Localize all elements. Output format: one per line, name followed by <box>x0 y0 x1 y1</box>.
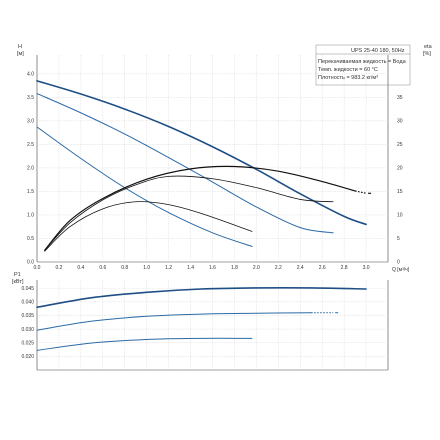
x-tick-label: 2.6 <box>319 265 326 271</box>
head-tick-label: 1.5 <box>27 189 34 195</box>
head-chart: 0.0 0.2 0.4 0.6 0.8 1.0 1.2 1.4 1.6 1.8 2.0 2.2 2.4 2… <box>17 44 433 273</box>
eta-tick-label: 15 <box>397 189 403 195</box>
eta-axis-label-symbol: eta <box>424 44 433 50</box>
eta-tick-label: 35 <box>397 95 403 101</box>
x-tick-label: 1.4 <box>187 265 194 271</box>
efficiency-curve-speed-1 <box>44 201 253 252</box>
power-curve-speed-1 <box>36 337 253 351</box>
eta-tick-label: 25 <box>397 142 403 148</box>
power-axis-label-unit: [кВт] <box>12 279 24 285</box>
power-chart: 0.045 0.040 0.035 0.030 0.025 0.020 P1 [кВт] <box>12 272 389 371</box>
x-tick-label: 2.2 <box>275 265 282 271</box>
x-tick-label: 2.0 <box>253 265 260 271</box>
flow-axis-label: Q [м³/ч] <box>392 267 410 273</box>
x-tick-label: 1.6 <box>209 265 216 271</box>
head-curve-speed-3 <box>36 80 367 226</box>
power-tick-label: 0.020 <box>21 354 34 360</box>
x-tick-label: 3.0 <box>363 265 370 271</box>
x-tick-label: 1.8 <box>231 265 238 271</box>
power-curve-speed-2 <box>36 312 312 331</box>
x-tick-label: 1.2 <box>165 265 172 271</box>
x-tick-label: 2.4 <box>297 265 304 271</box>
power-tick-label: 0.035 <box>21 313 34 319</box>
chart-title: UPS 25-40 180, 50Hz <box>351 48 405 54</box>
efficiency-curve-speed-2 <box>44 175 334 251</box>
x-tick-label: 0.0 <box>34 265 41 271</box>
head-axis-label-symbol: H <box>18 44 22 50</box>
power-tick-label: 0.045 <box>21 286 34 292</box>
x-tick-label: 0.8 <box>121 265 128 271</box>
head-tick-label: 0.0 <box>27 260 34 266</box>
power-curve-speed-3 <box>36 286 367 309</box>
info-box: UPS 25-40 180, 50Hz Перекачиваемая жидко… <box>315 44 411 86</box>
head-curve-speed-2 <box>36 93 334 234</box>
x-tick-label: 1.0 <box>143 265 150 271</box>
head-axis-label-unit: [м] <box>17 51 24 57</box>
info-liquid: Перекачиваемая жидкость = Вода <box>318 59 407 65</box>
head-tick-label: 2.5 <box>27 142 34 148</box>
power-tick-label: 0.040 <box>21 300 34 306</box>
head-tick-label: 3.0 <box>27 119 34 125</box>
efficiency-curve-speed-3 <box>44 165 356 251</box>
x-tick-label: 0.2 <box>55 265 62 271</box>
eta-tick-label: 20 <box>397 166 403 172</box>
head-and-efficiency-curves <box>36 80 372 252</box>
power-axis-label-symbol: P1 <box>14 272 21 278</box>
info-temperature: Темп. жидкости = 60 °C <box>318 67 378 73</box>
head-curve-speed-1 <box>36 126 253 247</box>
power-tick-label: 0.025 <box>21 340 34 346</box>
head-tick-label: 2.0 <box>27 166 34 172</box>
info-box-frame <box>315 44 411 86</box>
x-tick-label: 0.4 <box>77 265 84 271</box>
eta-tick-label: 10 <box>397 213 403 219</box>
head-tick-label: 3.5 <box>27 95 34 101</box>
x-tick-label: 2.8 <box>341 265 348 271</box>
eta-tick-label: 5 <box>397 236 400 242</box>
info-density: Плотность = 983.2 кг/м³ <box>318 75 378 81</box>
efficiency-curve-speed-3-dashed <box>354 190 367 194</box>
power-tick-label: 0.030 <box>21 327 34 333</box>
x-tick-label: 0.6 <box>99 265 106 271</box>
eta-axis-label-unit: [%] <box>423 51 431 57</box>
eta-tick-label: 0 <box>397 260 400 266</box>
head-tick-label: 4.0 <box>27 72 34 78</box>
eta-tick-label: 30 <box>397 119 403 125</box>
head-tick-label: 1.0 <box>27 213 34 219</box>
head-tick-label: 0.5 <box>27 236 34 242</box>
power-curves <box>36 286 367 351</box>
